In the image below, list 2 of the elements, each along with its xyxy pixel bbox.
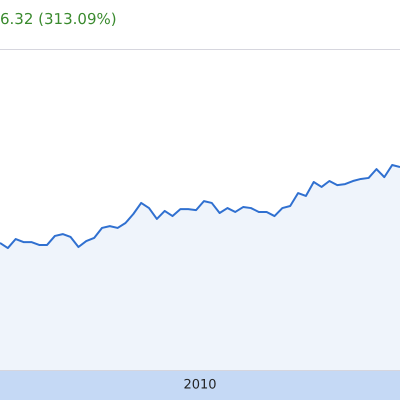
text: 2010: [183, 377, 217, 392]
chart-title: 6.32 (313.09%): [0, 10, 117, 28]
